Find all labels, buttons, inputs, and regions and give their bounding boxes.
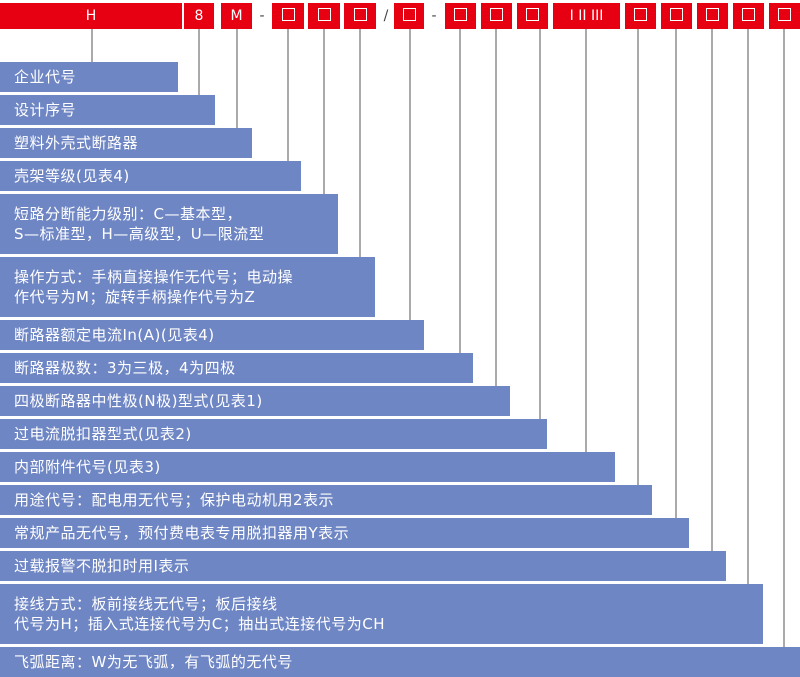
legend-item: 四极断路器中性极(N极)型式(见表1) <box>0 386 510 416</box>
code-separator: - <box>431 8 437 24</box>
placeholder-square-icon <box>454 8 467 21</box>
legend-item: 用途代号：配电用无代号；保护电动机用2表示 <box>0 485 652 515</box>
placeholder-square-icon <box>778 8 791 21</box>
legend-item: 企业代号 <box>0 62 178 92</box>
placeholder-square-icon <box>670 8 683 21</box>
legend-item-text: 设计序号 <box>14 101 77 119</box>
legend-item: 断路器极数：3为三极，4为四极 <box>0 353 473 383</box>
legend-item: 飞弧距离：W为无飞弧，有飞弧的无代号 <box>0 647 800 677</box>
code-separator: - <box>259 8 265 24</box>
legend-item: 设计序号 <box>0 95 215 125</box>
legend-item-text: 短路分断能力级别：C—基本型， <box>14 205 242 223</box>
legend-item: 短路分断能力级别：C—基本型， S—标准型，H—高级型，U—限流型 <box>0 194 338 254</box>
legend-item: 接线方式：板前接线无代号；板后接线代号为H；插入式连接代号为C；抽出式连接代号为… <box>0 584 763 644</box>
legend-item: 操作方式：手柄直接操作无代号；电动操 作代号为M；旋转手柄操作代号为Z <box>0 257 375 317</box>
legend-item: 过载报警不脱扣时用I表示 <box>0 551 726 581</box>
placeholder-square-icon <box>490 8 503 21</box>
legend-item-text: 内部附件代号(见表3) <box>14 458 161 476</box>
legend-item-text: 断路器极数：3为三极，4为四极 <box>14 359 236 377</box>
placeholder-square-icon <box>706 8 719 21</box>
placeholder-square-icon <box>317 8 331 21</box>
legend-item-text: 用途代号：配电用无代号；保护电动机用2表示 <box>14 491 335 509</box>
legend-item-text: 飞弧距离：W为无飞弧，有飞弧的无代号 <box>14 653 293 671</box>
legend-item-text: 塑料外壳式断路器 <box>14 134 139 152</box>
legend-item-text: 过电流脱扣器型式(见表2) <box>14 425 192 443</box>
legend-item: 塑料外壳式断路器 <box>0 128 252 158</box>
placeholder-square-icon <box>634 8 647 21</box>
code-segment: I II III <box>553 3 620 29</box>
code-placeholder-box <box>272 3 304 29</box>
legend-item-text: 常规产品无代号，预付费电表专用脱扣器用Y表示 <box>14 524 350 542</box>
code-placeholder-box <box>481 3 512 29</box>
code-segment: 8 <box>184 3 214 29</box>
legend-item-text: 作代号为M；旋转手柄操作代号为Z <box>14 288 256 306</box>
legend-item: 断路器额定电流In(A)(见表4) <box>0 320 424 350</box>
legend-item-text: 断路器额定电流In(A)(见表4) <box>14 326 215 344</box>
legend-item: 内部附件代号(见表3) <box>0 452 615 482</box>
legend-item-text: 操作方式：手柄直接操作无代号；电动操 <box>14 268 294 286</box>
legend-item-text: 壳架等级(见表4) <box>14 167 130 185</box>
legend-item-text: 代号为H；插入式连接代号为C；抽出式连接代号为CH <box>14 615 386 633</box>
legend-item: 常规产品无代号，预付费电表专用脱扣器用Y表示 <box>0 518 689 548</box>
placeholder-square-icon <box>526 8 539 21</box>
placeholder-square-icon <box>402 8 416 21</box>
legend-item-text: 四极断路器中性极(N极)型式(见表1) <box>14 392 263 410</box>
legend-item: 过电流脱扣器型式(见表2) <box>0 419 547 449</box>
code-placeholder-box <box>733 3 764 29</box>
code-placeholder-box <box>661 3 692 29</box>
legend-item-text: 企业代号 <box>14 68 77 86</box>
legend-item-text: 过载报警不脱扣时用I表示 <box>14 557 190 575</box>
code-placeholder-box <box>445 3 476 29</box>
code-segment: H <box>0 3 182 29</box>
code-placeholder-box <box>308 3 340 29</box>
placeholder-square-icon <box>353 8 367 21</box>
code-separator: / <box>383 8 389 24</box>
code-segment: M <box>221 3 252 29</box>
code-placeholder-box <box>697 3 728 29</box>
legend-item: 壳架等级(见表4) <box>0 161 301 191</box>
code-placeholder-box <box>344 3 376 29</box>
code-placeholder-box <box>394 3 424 29</box>
code-placeholder-box <box>769 3 800 29</box>
legend-item-text: 接线方式：板前接线无代号；板后接线 <box>14 595 278 613</box>
code-placeholder-box <box>625 3 656 29</box>
placeholder-square-icon <box>742 8 755 21</box>
placeholder-square-icon <box>281 8 295 21</box>
legend-item-text: S—标准型，H—高级型，U—限流型 <box>14 225 265 243</box>
code-placeholder-box <box>517 3 548 29</box>
